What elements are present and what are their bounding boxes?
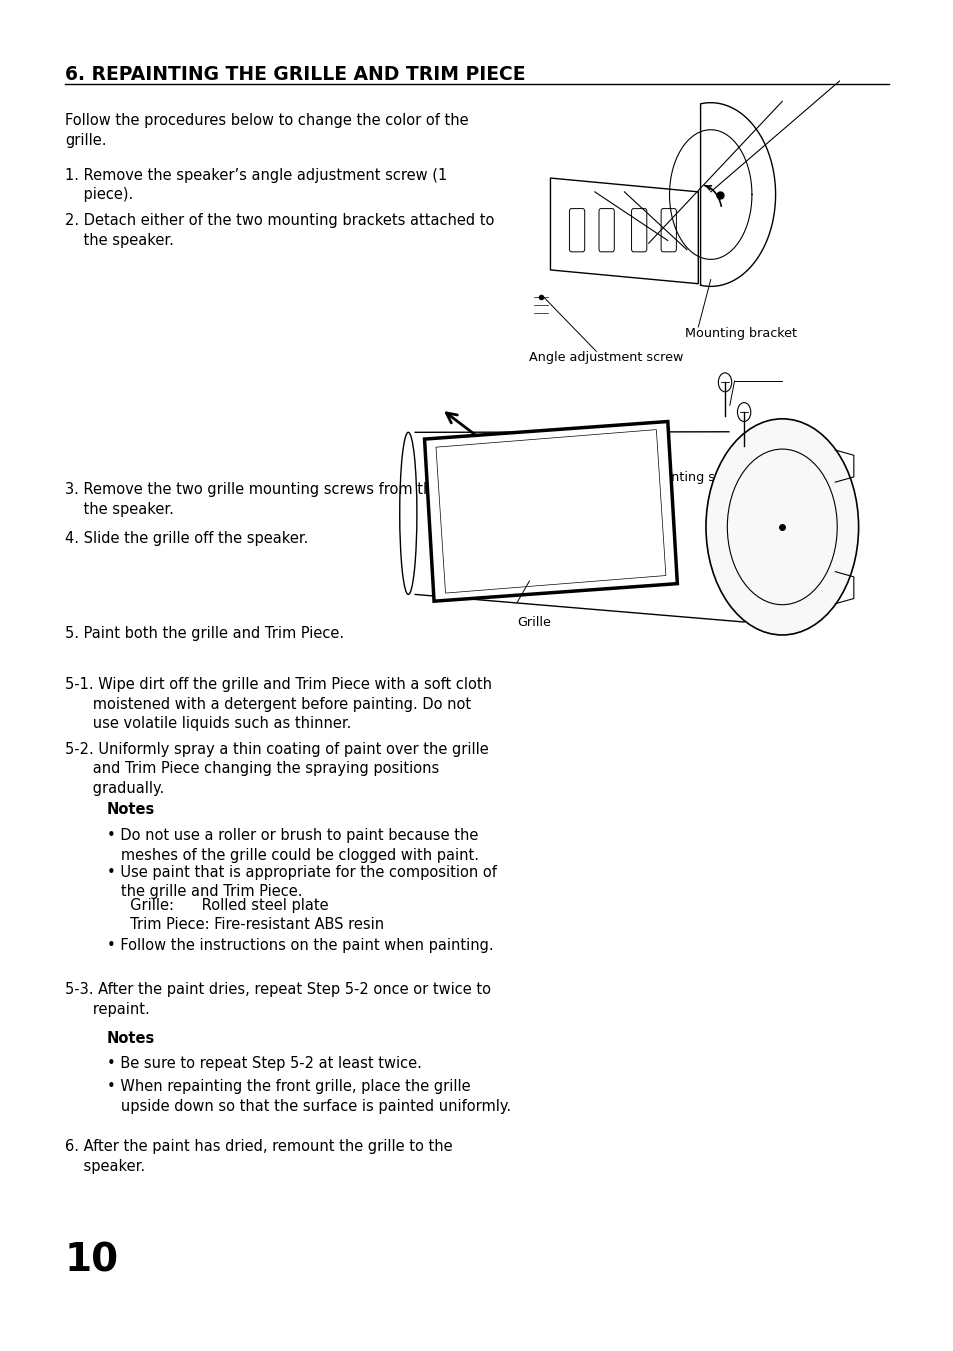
Polygon shape — [424, 422, 677, 601]
Text: 3. Remove the two grille mounting screws from the back of
    the speaker.: 3. Remove the two grille mounting screws… — [65, 482, 498, 517]
Text: Mounting bracket: Mounting bracket — [684, 327, 796, 340]
Text: 5-1. Wipe dirt off the grille and Trim Piece with a soft cloth
      moistened w: 5-1. Wipe dirt off the grille and Trim P… — [65, 677, 492, 731]
Text: Grille:      Rolled steel plate: Grille: Rolled steel plate — [107, 898, 328, 913]
Text: 4. Slide the grille off the speaker.: 4. Slide the grille off the speaker. — [65, 531, 308, 546]
Text: • Be sure to repeat Step 5-2 at least twice.: • Be sure to repeat Step 5-2 at least tw… — [107, 1056, 421, 1071]
Text: • Use paint that is appropriate for the composition of
   the grille and Trim Pi: • Use paint that is appropriate for the … — [107, 865, 497, 900]
Text: Grille mounting screw: Grille mounting screw — [604, 471, 744, 485]
Text: Follow the procedures below to change the color of the
grille.: Follow the procedures below to change th… — [65, 113, 468, 149]
Text: Angle adjustment screw: Angle adjustment screw — [529, 351, 683, 365]
Text: • Follow the instructions on the paint when painting.: • Follow the instructions on the paint w… — [107, 938, 493, 952]
Text: • Do not use a roller or brush to paint because the
   meshes of the grille coul: • Do not use a roller or brush to paint … — [107, 828, 478, 863]
Text: 6. REPAINTING THE GRILLE AND TRIM PIECE: 6. REPAINTING THE GRILLE AND TRIM PIECE — [65, 65, 525, 84]
Text: • When repainting the front grille, place the grille
   upside down so that the : • When repainting the front grille, plac… — [107, 1079, 511, 1115]
Text: Grille: Grille — [517, 616, 551, 630]
Text: 5. Paint both the grille and Trim Piece.: 5. Paint both the grille and Trim Piece. — [65, 626, 344, 640]
Text: 1. Remove the speaker’s angle adjustment screw (1
    piece).: 1. Remove the speaker’s angle adjustment… — [65, 168, 447, 203]
Circle shape — [705, 419, 858, 635]
Text: Notes: Notes — [107, 802, 155, 817]
Text: 5-3. After the paint dries, repeat Step 5-2 once or twice to
      repaint.: 5-3. After the paint dries, repeat Step … — [65, 982, 491, 1017]
Text: 2. Detach either of the two mounting brackets attached to
    the speaker.: 2. Detach either of the two mounting bra… — [65, 213, 494, 249]
Text: 10: 10 — [65, 1242, 119, 1279]
Text: Trim Piece: Fire-resistant ABS resin: Trim Piece: Fire-resistant ABS resin — [107, 917, 383, 932]
Text: 5-2. Uniformly spray a thin coating of paint over the grille
      and Trim Piec: 5-2. Uniformly spray a thin coating of p… — [65, 742, 488, 796]
Text: 6. After the paint has dried, remount the grille to the
    speaker.: 6. After the paint has dried, remount th… — [65, 1139, 452, 1174]
Text: Notes: Notes — [107, 1031, 155, 1046]
